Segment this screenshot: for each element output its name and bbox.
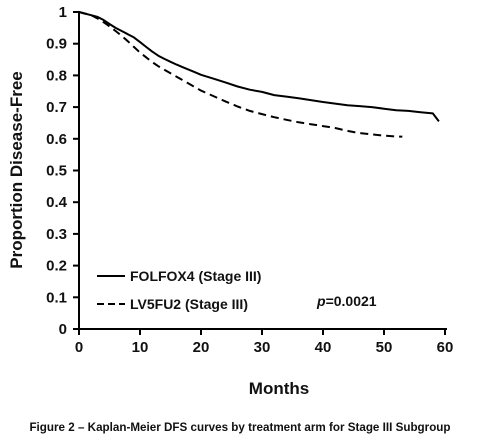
y-tick-label: 0.5 — [46, 163, 67, 180]
series-line-folfox4 — [78, 11, 440, 123]
y-tick-label: 0.7 — [46, 99, 67, 116]
y-tick-label: 0.8 — [46, 67, 67, 84]
y-tick-label: 0.1 — [46, 289, 67, 306]
x-ticks: 0 10 20 30 40 50 60 — [75, 329, 454, 356]
x-tick-label: 30 — [254, 339, 271, 356]
plot-area: 0 10 20 30 40 50 60 00.10.20.30.40.50.60.70.80… — [46, 4, 453, 356]
y-tick-label: 0.6 — [46, 131, 67, 148]
x-axis-label: Months — [249, 379, 309, 398]
y-ticks: 0 0.1 0.2 0.3 0.4 0.5 0.6 0.7 0.8 0.9 1 — [46, 4, 79, 338]
y-axis-label: Proportion Disease-Free — [7, 71, 26, 268]
x-tick-label: 40 — [315, 339, 332, 356]
legend: FOLFOX4 (Stage III) LV5FU2 (Stage III) — [97, 268, 261, 312]
x-tick-label: 10 — [132, 339, 149, 356]
x-tick-label: 0 — [75, 339, 83, 356]
survival-curves — [78, 11, 440, 138]
x-tick-label: 60 — [437, 339, 454, 356]
p-value-number: =0.0021 — [326, 293, 377, 309]
x-tick-label: 20 — [193, 339, 210, 356]
legend-label-folfox4: FOLFOX4 (Stage III) — [130, 268, 261, 284]
p-value-annotation: p=0.0021 — [316, 293, 377, 309]
y-tick-label: 0.9 — [46, 36, 67, 53]
y-tick-label: 1 — [59, 4, 67, 21]
y-tick-label: 0 — [59, 321, 67, 338]
y-tick-label: 0.3 — [46, 226, 67, 243]
x-tick-label: 50 — [376, 339, 393, 356]
p-value-symbol: p — [316, 293, 326, 309]
y-tick-label: 0.2 — [46, 258, 67, 275]
legend-label-lv5fu2: LV5FU2 (Stage III) — [130, 296, 248, 312]
figure-caption: Figure 2 – Kaplan-Meier DFS curves by tr… — [29, 420, 451, 434]
series-line-lv5fu2 — [78, 11, 403, 138]
y-tick-label: 0.4 — [46, 194, 68, 211]
dfs-chart: 0 10 20 30 40 50 60 00.10.20.30.40.50.60.70.80… — [7, 4, 453, 398]
